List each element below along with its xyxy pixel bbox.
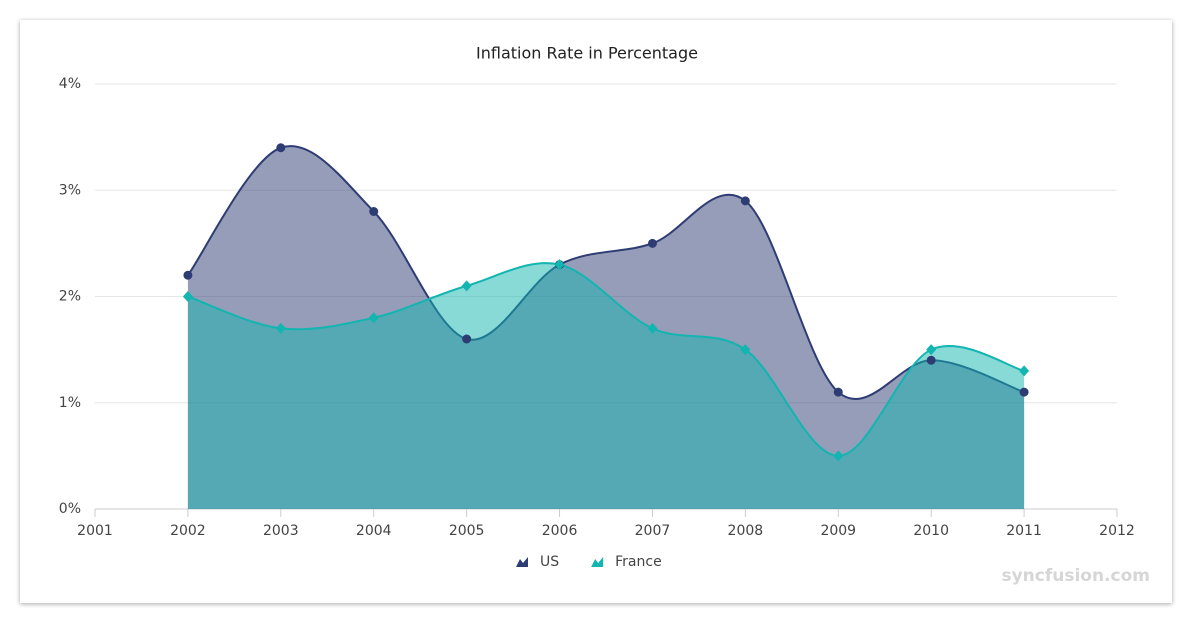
marker xyxy=(647,238,657,248)
marker xyxy=(461,280,472,292)
marker xyxy=(462,334,472,344)
marker xyxy=(1019,365,1030,377)
line xyxy=(187,145,1025,400)
line xyxy=(187,262,1025,457)
y-tick-label: 1% xyxy=(59,395,81,411)
marker xyxy=(183,270,193,280)
y-tick-label: 2% xyxy=(59,289,81,305)
marker xyxy=(1019,387,1029,397)
marker xyxy=(368,312,379,324)
marker xyxy=(369,207,379,216)
area xyxy=(187,263,1025,509)
watermark: syncfusion.com xyxy=(1001,566,1150,586)
x-tick-label: 2001 xyxy=(77,523,113,539)
x-tick-label: 2009 xyxy=(820,523,856,539)
x-tick-label: 2008 xyxy=(728,523,764,539)
legend-icon xyxy=(591,557,604,567)
y-tick-label: 0% xyxy=(59,501,81,517)
marker xyxy=(926,355,936,365)
marker xyxy=(740,344,751,356)
legend-icon xyxy=(516,557,528,567)
chart-title: Inflation Rate in Percentage xyxy=(476,44,698,63)
marker xyxy=(740,196,750,206)
marker xyxy=(276,143,286,153)
marker xyxy=(182,291,193,302)
y-tick-label: 3% xyxy=(59,182,81,198)
x-tick-label: 2011 xyxy=(1006,523,1042,539)
marker xyxy=(926,344,937,356)
x-tick-label: 2004 xyxy=(356,523,392,539)
marker xyxy=(647,322,658,334)
marker xyxy=(554,259,565,271)
legend-label: France xyxy=(615,554,662,570)
x-tick-label: 2005 xyxy=(449,523,485,539)
x-tick-label: 2002 xyxy=(170,523,206,539)
x-tick-label: 2010 xyxy=(913,523,949,539)
x-tick-label: 2012 xyxy=(1099,523,1135,539)
y-tick-label: 4% xyxy=(59,76,81,92)
x-tick-label: 2007 xyxy=(635,523,671,539)
x-tick-label: 2006 xyxy=(542,523,578,539)
marker xyxy=(833,387,843,397)
marker xyxy=(275,322,286,334)
marker xyxy=(833,450,844,462)
legend-label: US xyxy=(540,554,559,570)
x-tick-label: 2003 xyxy=(263,523,299,539)
